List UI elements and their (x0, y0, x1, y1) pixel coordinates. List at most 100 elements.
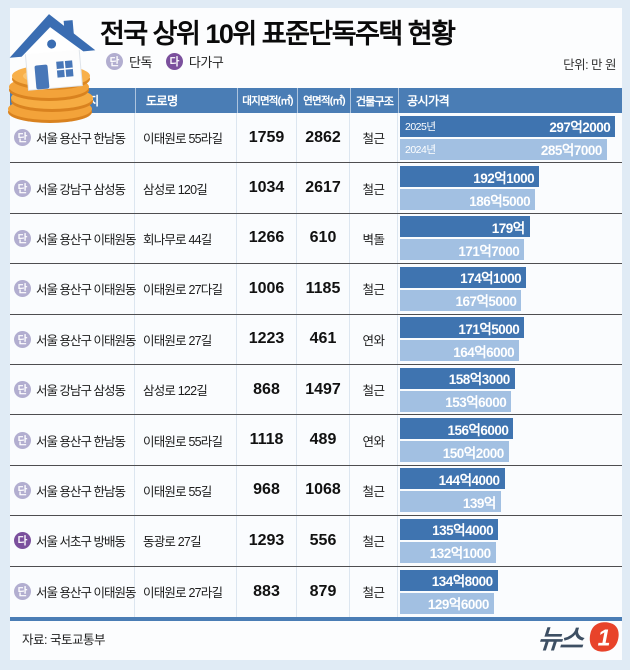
price-value-2025: 144억4000 (438, 472, 500, 488)
location-cell: 단 서울 용산구 이태원동 (10, 566, 136, 617)
price-bars-cell: 156억6000 150억2000 (398, 415, 622, 464)
price-value-2025: 171억5000 (458, 321, 520, 337)
structure-cell: 철근 (350, 113, 398, 163)
price-bar-2025: 135억4000 (400, 518, 499, 540)
location-cell: 단 서울 강남구 삼성동 (10, 364, 135, 415)
structure-cell: 철근 (350, 465, 398, 516)
road-name-cell: 이태원로 27길 (135, 314, 237, 364)
table-row: 다 서울 서초구 방배동 동광로 27길 1293 556 철근 135억400… (10, 516, 622, 567)
location-cell: 다 서울 서초구 방배동 (10, 516, 135, 566)
price-bars-cell: 134억8000 129억6000 (398, 567, 622, 617)
table-header: 소재지 도로명 대지면적(㎡) 연면적(㎡) 건물구조 공시가격 (10, 88, 622, 113)
price-bar-2025: 144억4000 (400, 468, 505, 490)
location-text: 서울 용산구 한남동 (36, 434, 126, 449)
structure-cell: 철근 (350, 264, 398, 314)
house-type-badge: 다 (14, 532, 31, 550)
location-text: 서울 용산구 이태원동 (36, 586, 136, 601)
table-row: 단 서울 용산구 이태원동 이태원로 27라길 883 879 철근 134억8… (10, 566, 622, 617)
land-area-cell: 883 (237, 566, 297, 617)
price-value-2024: 129억6000 (427, 597, 489, 613)
price-value-2025: 135억4000 (432, 523, 494, 539)
house-type-badge: 단 (14, 229, 31, 247)
table-row: 단 서울 용산구 한남동 이태원로 55라길 1118 489 연와 156억6… (10, 415, 622, 466)
house-type-badge: 단 (14, 583, 31, 601)
floor-area-cell: 461 (297, 314, 350, 364)
land-area-cell: 868 (237, 364, 297, 415)
price-value-2025: 156억6000 (447, 422, 509, 438)
price-value-2025: 297억2000 (549, 120, 611, 136)
price-value-2024: 153억6000 (445, 395, 507, 411)
house-type-badge: 단 (14, 330, 31, 348)
price-value-2025: 192억1000 (473, 170, 535, 186)
price-value-2025: 158억3000 (448, 372, 510, 388)
road-name-cell: 동광로 27길 (135, 516, 237, 566)
land-area-cell: 1293 (237, 516, 297, 566)
road-name-cell: 회나무로 44길 (135, 213, 237, 264)
structure-cell: 벽돌 (350, 213, 398, 264)
news1-logo-mark-icon: 1 (589, 622, 619, 652)
road-name-cell: 이태원로 27다길 (135, 264, 237, 314)
house-type-badge: 단 (14, 280, 31, 298)
price-bar-2025: 174억1000 (400, 266, 527, 288)
price-bar-2025: 158억3000 (400, 367, 515, 389)
price-bars-cell: 158억3000 153억6000 (398, 365, 622, 414)
location-cell: 단 서울 용산구 이태원동 (10, 314, 136, 364)
price-value-2025: 134억8000 (431, 574, 493, 590)
legend-badge-da: 다 (165, 53, 183, 70)
price-bar-2024: 153억6000 (400, 390, 512, 412)
price-bar-2025: 192억1000 (400, 166, 540, 188)
floor-area-cell: 2862 (297, 113, 350, 163)
bar-year-label-2025: 2025년 (405, 120, 436, 133)
col-header-road: 도로명 (135, 88, 237, 113)
source-note: 자료: 국토교통부 (22, 633, 105, 647)
road-name-cell: 이태원로 55라길 (135, 415, 237, 465)
price-bars-cell: 144억4000 139억 (398, 466, 622, 515)
road-name-cell: 이태원로 55라길 (135, 113, 237, 163)
structure-cell: 연와 (350, 314, 398, 364)
house-type-badge: 단 (14, 431, 31, 449)
location-text: 서울 용산구 한남동 (36, 484, 126, 499)
location-text: 서울 서초구 방배동 (36, 535, 126, 550)
price-bar-2024: 132억1000 (400, 541, 496, 563)
legend-label-dan: 단독 (129, 55, 152, 70)
price-bar-2024: 164억6000 (400, 340, 520, 362)
price-bars-cell: 179억 171억7000 (398, 214, 622, 263)
price-bar-2024: 150억2000 (400, 441, 509, 463)
price-value-2025: 174억1000 (460, 271, 522, 287)
house-icon (9, 14, 96, 91)
price-bars-cell: 174억1000 167억5000 (398, 264, 622, 313)
structure-cell: 연와 (350, 415, 398, 465)
price-bar-2024: 186억5000 (400, 189, 536, 211)
location-cell: 단 서울 용산구 이태원동 (10, 264, 136, 314)
price-value-2024: 167억5000 (455, 294, 517, 310)
price-value-2024: 150억2000 (442, 445, 504, 461)
land-area-cell: 1118 (237, 415, 297, 465)
location-text: 서울 용산구 이태원동 (36, 333, 136, 348)
structure-cell: 철근 (350, 516, 398, 566)
price-value-2025: 179억 (491, 220, 525, 236)
road-name-cell: 이태원로 27라길 (135, 566, 237, 617)
col-header-price: 공시가격 (398, 88, 622, 113)
price-bar-2025: 179억 (400, 216, 530, 238)
price-bar-2025: 2025년 297억2000 (400, 115, 616, 137)
unit-label: 단위: 만 원 (563, 58, 616, 72)
land-area-cell: 1223 (237, 314, 297, 364)
price-bars-cell: 171억5000 164억6000 (398, 315, 622, 364)
price-bar-2024: 129억6000 (400, 592, 494, 614)
land-area-cell: 1006 (237, 264, 297, 314)
price-bar-2025: 156억6000 (400, 418, 514, 440)
land-area-cell: 1034 (237, 163, 297, 213)
price-bars-cell: 2025년 297억2000 2024년 285억7000 (398, 113, 622, 162)
house-on-coins-icon (8, 14, 96, 123)
location-text: 서울 용산구 이태원동 (36, 283, 136, 298)
news1-logo: 뉴스 1 (537, 619, 620, 656)
table-row: 단 서울 강남구 삼성동 삼성로 120길 1034 2617 철근 192억1… (10, 163, 622, 214)
legend: 단 단독 다 다가구 (106, 52, 231, 71)
floor-area-cell: 556 (297, 516, 350, 566)
floor-area-cell: 610 (297, 213, 350, 264)
col-header-floor-area: 연면적(㎡) (297, 88, 350, 113)
road-name-cell: 삼성로 122길 (135, 364, 237, 415)
price-value-2024: 186억5000 (469, 193, 531, 209)
table-body: 단 서울 용산구 한남동 이태원로 55라길 1759 2862 철근 2025… (10, 113, 622, 621)
house-type-badge: 단 (14, 179, 31, 197)
